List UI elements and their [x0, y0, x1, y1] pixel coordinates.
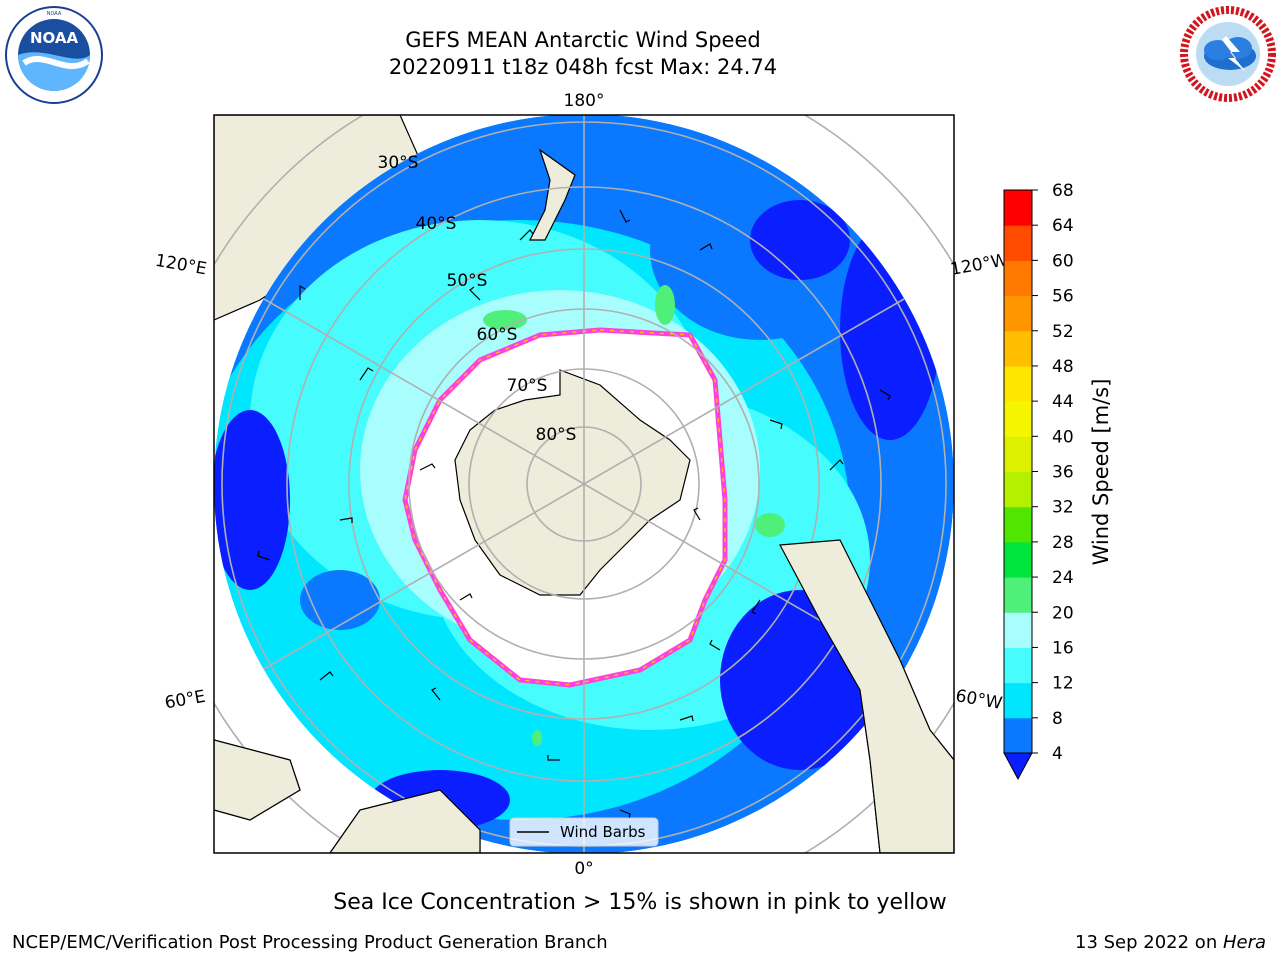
credit-text: NCEP/EMC/Verification Post Processing Pr…: [12, 932, 608, 953]
colorbar-segment: [1004, 541, 1032, 578]
lat-label-70s: 70°S: [507, 376, 548, 396]
colorbar-tick-label: 60: [1052, 251, 1074, 271]
lon-label-180: 180°: [564, 91, 605, 111]
lon-label-120w: 120°W: [949, 250, 1010, 280]
new-zealand-landmass: [529, 148, 576, 241]
colorbar-tick-label: 12: [1052, 674, 1074, 694]
lon-label-60e: 60°E: [163, 687, 207, 714]
sea-ice-note: Sea Ice Concentration > 15% is shown in …: [333, 890, 947, 915]
colorbar-segment: [1004, 190, 1032, 226]
colorbar-tick-label: 44: [1052, 392, 1074, 412]
lat-label-80s: 80°S: [536, 425, 577, 445]
colorbar-tick-label: 32: [1052, 498, 1074, 518]
colorbar-segment: [1004, 612, 1032, 648]
lon-label-120e: 120°E: [154, 251, 208, 280]
nws-logo-icon: [1180, 6, 1276, 102]
date-stamp: 13 Sep 2022 on Hera: [1075, 932, 1266, 953]
date-text: 13 Sep 2022 on: [1075, 932, 1223, 953]
colorbar-segment: [1004, 436, 1032, 472]
colorbar-tick-label: 24: [1052, 568, 1074, 588]
colorbar-tick-label: 4: [1052, 744, 1063, 764]
colorbar-tick-label: 20: [1052, 603, 1074, 623]
lat-label-30s: 30°S: [378, 153, 419, 173]
title-line-1: GEFS MEAN Antarctic Wind Speed: [405, 28, 761, 52]
noaa-logo-icon: NOAA NOAA: [5, 6, 103, 104]
colorbar-tick-label: 56: [1052, 287, 1074, 307]
colorbar-tick-label: 64: [1052, 216, 1074, 236]
lat-label-50s: 50°S: [447, 271, 488, 291]
colorbar-segment: [1004, 260, 1032, 297]
lon-label-0: 0°: [574, 859, 593, 879]
colorbar-segment: [1004, 330, 1032, 367]
lat-label-60s: 60°S: [477, 325, 518, 345]
colorbar-tick-label: 8: [1052, 709, 1063, 729]
colorbar-segment: [1004, 365, 1032, 402]
colorbar-label: Wind Speed [m/s]: [1089, 379, 1113, 566]
lon-label-60w: 60°W: [954, 686, 1004, 714]
title-line-2: 20220911 t18z 048h fcst Max: 24.74: [388, 55, 778, 79]
colorbar-segment: [1004, 401, 1032, 437]
map-frame: [213, 114, 955, 854]
colorbar-extend-arrow: [1003, 752, 1033, 781]
colorbar-segment: [1004, 647, 1032, 684]
colorbar-segment: [1004, 682, 1032, 719]
colorbar-tick-label: 28: [1052, 533, 1074, 553]
colorbar-tick-label: 36: [1052, 463, 1074, 483]
antarctica-landmass: [454, 369, 691, 596]
colorbar-segment: [1004, 506, 1032, 543]
colorbar-tick-label: 48: [1052, 357, 1074, 377]
colorbar-segment: [1004, 717, 1032, 754]
colorbar-segment: [1004, 295, 1032, 332]
svg-text:NOAA: NOAA: [47, 11, 62, 17]
lat-label-40s: 40°S: [416, 214, 457, 234]
host-name: Hera: [1222, 932, 1266, 953]
latitude-labels: 30°S 40°S 50°S 60°S 70°S 80°S: [378, 153, 577, 445]
colorbar-tick-label: 16: [1052, 638, 1074, 658]
map-panel: Wind Barbs: [214, 115, 954, 853]
colorbar-tick-label: 40: [1052, 427, 1074, 447]
wind-barbs-legend: Wind Barbs: [509, 817, 659, 847]
colorbar-segment: [1004, 471, 1032, 508]
noaa-logo-text: NOAA: [30, 29, 79, 47]
colorbar-tick-label: 68: [1052, 181, 1074, 201]
legend-label: Wind Barbs: [560, 823, 646, 841]
colorbar-segment: [1004, 225, 1032, 261]
wind-speed-field: [214, 115, 954, 853]
wind-barbs: [257, 209, 891, 820]
colorbar-tick-label: 52: [1052, 322, 1074, 342]
colorbar-segment: [1004, 577, 1032, 613]
